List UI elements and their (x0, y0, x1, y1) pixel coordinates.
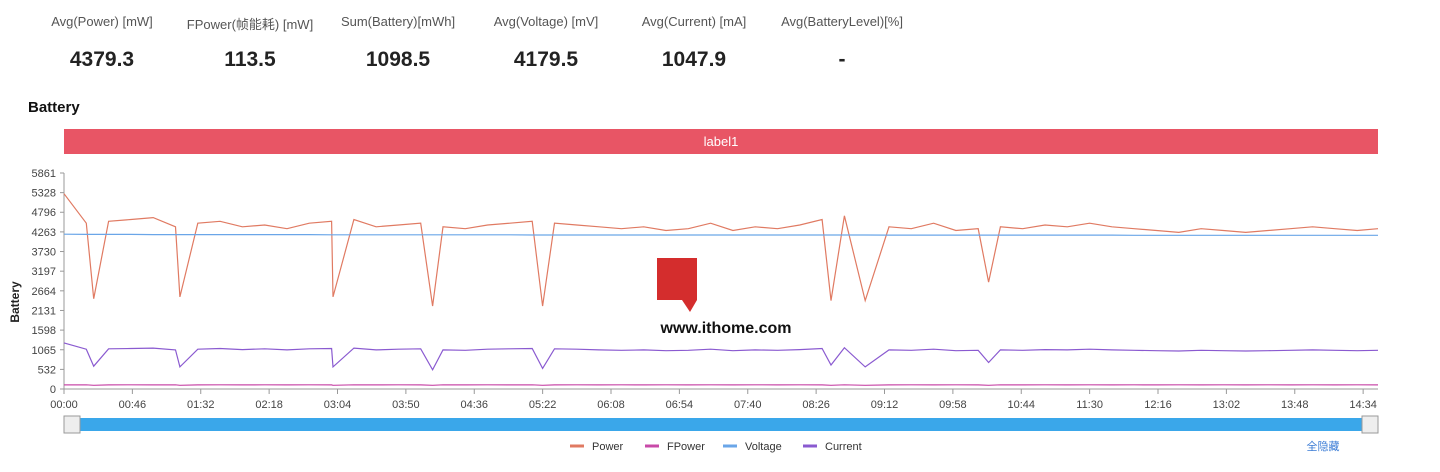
stat-label: Sum(Battery)[mWh] (340, 14, 456, 29)
slider-handle[interactable] (1361, 415, 1379, 434)
slider-handle[interactable] (63, 415, 81, 434)
y-tick-label: 0 (50, 384, 56, 396)
x-tick-label: 05:22 (529, 399, 557, 411)
legend-label: Voltage (745, 441, 782, 453)
logo (657, 258, 697, 300)
x-tick-label: 01:32 (187, 399, 215, 411)
legend-label: Power (592, 441, 624, 453)
stat-value: 4379.3 (69, 48, 135, 71)
y-tick-label: 3197 (32, 266, 56, 278)
y-tick-label: 5328 (32, 188, 56, 200)
logo-tip (682, 300, 697, 312)
banner-label: label1 (704, 134, 739, 149)
stat-value: 1047.9 (661, 48, 727, 71)
stat-label: Avg(BatteryLevel)[%] (781, 14, 903, 29)
plot-area: 0 532 1065 1598 2131 2664 3197 3730 4263 4796 5328… (32, 168, 1379, 411)
stat: FPower(帧能耗) [mW] 113.5 (176, 14, 324, 72)
x-tick-label: 14:34 (1349, 399, 1377, 411)
x-tick-label: 13:48 (1281, 399, 1309, 411)
stat: Avg(Voltage) [mV] 4179.5 (472, 14, 620, 72)
stat-value: 1098.5 (365, 48, 431, 71)
zoom-slider[interactable] (64, 418, 1378, 431)
y-axis-label: Battery (8, 281, 22, 323)
stat-label: Avg(Voltage) [mV] (493, 14, 599, 29)
hide-all-button[interactable]: 全隐藏 (1307, 439, 1340, 453)
y-tick-label: 4263 (32, 227, 56, 239)
x-tick-label: 06:54 (666, 399, 694, 411)
series-line (63, 384, 1379, 386)
legend-label: FPower (667, 441, 705, 453)
legend-label: Current (825, 441, 862, 453)
y-tick-label: 2664 (32, 286, 56, 298)
y-tick-label: 2131 (32, 305, 56, 317)
stat: Avg(Power) [mW] 4379.3 (28, 14, 176, 72)
stat-label: FPower(帧能耗) [mW] (186, 17, 314, 32)
stat-value: 4179.5 (513, 48, 579, 71)
stat-value: 113.5 (224, 48, 276, 71)
stat: Avg(Current) [mA] 1047.9 (620, 14, 768, 72)
x-tick-label: 11:30 (1076, 399, 1103, 411)
x-tick-label: 13:02 (1213, 399, 1241, 411)
x-tick-label: 06:08 (597, 399, 625, 411)
x-tick-label: 09:12 (871, 399, 899, 411)
x-tick-label: 10:44 (1007, 399, 1035, 411)
watermark: www.ithome.com (660, 320, 792, 337)
stat: Avg(BatteryLevel)[%] - (768, 14, 916, 72)
series-line (63, 193, 1379, 307)
y-tick-label: 3730 (32, 247, 56, 259)
x-tick-label: 00:46 (119, 399, 147, 411)
stat: Sum(Battery)[mWh] 1098.5 (324, 14, 472, 72)
series-line (63, 342, 1379, 372)
x-tick-label: 09:58 (939, 399, 967, 411)
stat-label: Avg(Power) [mW] (51, 14, 153, 29)
stat-label: Avg(Current) [mA] (641, 14, 747, 29)
y-tick-label: 532 (38, 364, 56, 376)
stats-row: Avg(Power) [mW] 4379.3 FPower(帧能耗) [mW] 113… (28, 14, 916, 72)
y-tick-label: 4796 (32, 207, 56, 219)
x-tick-label: 00:00 (50, 399, 78, 411)
legend: Power FPower Voltage Current (570, 441, 862, 453)
y-tick-label: 1065 (32, 345, 56, 357)
x-tick-label: 03:50 (392, 399, 420, 411)
stat-value: - (838, 48, 846, 71)
section-title: Battery (28, 99, 80, 116)
x-tick-label: 04:36 (460, 399, 488, 411)
y-tick-label: 5861 (32, 168, 56, 180)
x-tick-label: 12:16 (1144, 399, 1172, 411)
x-tick-label: 03:04 (324, 399, 352, 411)
series-line (63, 233, 1378, 236)
x-tick-label: 02:18 (255, 399, 283, 411)
y-tick-label: 1598 (32, 325, 56, 337)
x-tick-label: 07:40 (734, 399, 762, 411)
x-tick-label: 08:26 (802, 399, 830, 411)
banner (64, 129, 1378, 154)
